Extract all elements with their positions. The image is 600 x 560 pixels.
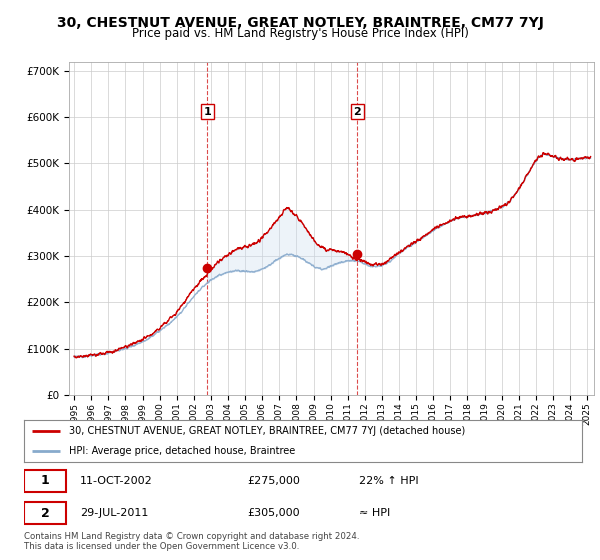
Text: 30, CHESTNUT AVENUE, GREAT NOTLEY, BRAINTREE, CM77 7YJ: 30, CHESTNUT AVENUE, GREAT NOTLEY, BRAIN…	[56, 16, 544, 30]
FancyBboxPatch shape	[24, 470, 66, 492]
Text: Contains HM Land Registry data © Crown copyright and database right 2024.
This d: Contains HM Land Registry data © Crown c…	[24, 532, 359, 552]
Text: 1: 1	[41, 474, 50, 487]
Text: 11-OCT-2002: 11-OCT-2002	[80, 476, 152, 486]
Text: 22% ↑ HPI: 22% ↑ HPI	[359, 476, 418, 486]
Text: 2: 2	[41, 507, 50, 520]
Text: 2: 2	[353, 106, 361, 116]
Text: 30, CHESTNUT AVENUE, GREAT NOTLEY, BRAINTREE, CM77 7YJ (detached house): 30, CHESTNUT AVENUE, GREAT NOTLEY, BRAIN…	[68, 426, 465, 436]
Text: £305,000: £305,000	[247, 508, 300, 518]
Text: ≈ HPI: ≈ HPI	[359, 508, 390, 518]
FancyBboxPatch shape	[24, 502, 66, 524]
Text: £275,000: £275,000	[247, 476, 300, 486]
Text: HPI: Average price, detached house, Braintree: HPI: Average price, detached house, Brai…	[68, 446, 295, 456]
Text: 29-JUL-2011: 29-JUL-2011	[80, 508, 148, 518]
Text: 1: 1	[203, 106, 211, 116]
Text: Price paid vs. HM Land Registry's House Price Index (HPI): Price paid vs. HM Land Registry's House …	[131, 27, 469, 40]
